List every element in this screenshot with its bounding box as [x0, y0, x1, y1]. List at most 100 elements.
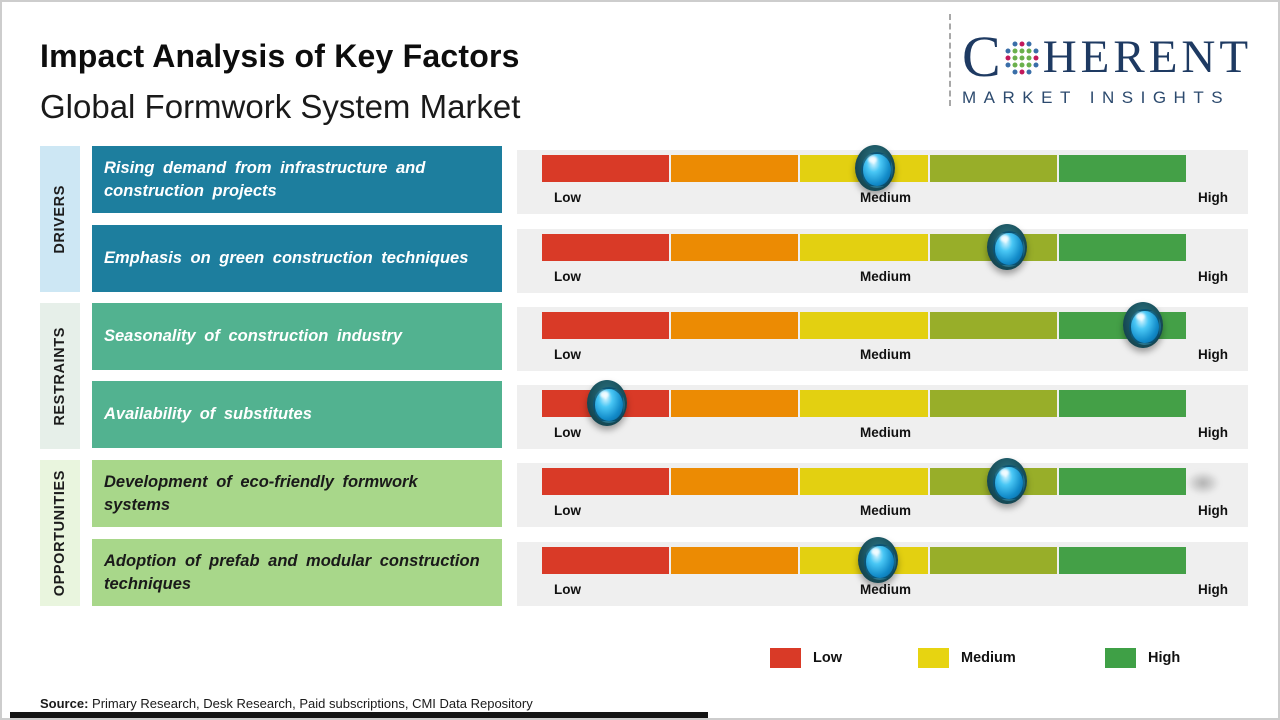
scale-label-medium: Medium: [860, 347, 912, 362]
company-logo: C HERENT MARKET INSIGHTS: [962, 28, 1262, 108]
factor-label: Emphasis on green construction technique…: [104, 249, 469, 267]
logo-letter-c: C: [962, 24, 1001, 89]
scale-label-high: High: [1198, 347, 1228, 362]
scale-label-low: Low: [554, 269, 581, 284]
impact-scale-panel: Low Medium High: [517, 224, 1248, 293]
scale-segment-low-mid: [671, 547, 799, 574]
impact-scale-panel: Low Medium High: [517, 145, 1248, 214]
scale-segment-low-mid: [671, 390, 799, 417]
scale-label-high: High: [1198, 190, 1228, 205]
impact-scale-bar: [542, 537, 1188, 583]
factor-label-box: Rising demand from infrastructure and co…: [92, 146, 502, 213]
logo-wordmark: C HERENT: [962, 28, 1262, 86]
scale-segment-low: [542, 312, 670, 339]
source-line: Source: Primary Research, Desk Research,…: [40, 696, 533, 711]
scale-segment-high: [1058, 390, 1187, 417]
category-drivers: DRIVERS: [40, 146, 80, 292]
category-label: RESTRAINTS: [52, 326, 68, 426]
scale-segment-medium: [800, 468, 928, 495]
impact-scale-bar: [542, 145, 1188, 191]
factor-label-box: Development of eco-friendly formwork sys…: [92, 460, 502, 527]
category-label: OPPORTUNITIES: [52, 469, 68, 597]
legend-swatch-low: [770, 648, 801, 668]
scale-segment-low: [542, 547, 670, 574]
factor-label-box: Emphasis on green construction technique…: [92, 225, 502, 292]
impact-scale-bar: [542, 458, 1220, 504]
factor-label: Seasonality of construction industry: [104, 327, 403, 345]
scale-segment-high: [1058, 547, 1187, 574]
legend-swatch-medium: [918, 648, 949, 668]
impact-marker: [857, 537, 898, 583]
logo-divider: [949, 14, 951, 106]
impact-scale-bar: [542, 380, 1188, 426]
legend-label: Medium: [961, 650, 1016, 666]
scale-label-medium: Medium: [860, 582, 912, 597]
legend-swatch-high: [1105, 648, 1136, 668]
impact-scale-panel: Low Medium High: [517, 302, 1248, 371]
impact-scale-panel: Low Medium High: [517, 380, 1248, 449]
globe-icon: [1005, 41, 1039, 75]
scale-segment-low-mid: [671, 312, 799, 339]
source-text: Primary Research, Desk Research, Paid su…: [88, 696, 533, 711]
legend-label: Low: [813, 650, 842, 666]
scale-segment-high: [1058, 468, 1187, 495]
source-prefix: Source:: [40, 696, 89, 711]
scale-label-low: Low: [554, 190, 581, 205]
scale-segment-low: [542, 234, 670, 261]
impact-marker: [987, 458, 1028, 504]
impact-marker: [586, 380, 627, 426]
scale-segment-high: [1058, 155, 1187, 182]
scale-segment-low-mid: [671, 468, 799, 495]
scale-segment-low-mid: [671, 155, 799, 182]
factor-label-box: Adoption of prefab and modular construct…: [92, 539, 502, 606]
scale-label-low: Low: [554, 503, 581, 518]
impact-marker: [1122, 302, 1163, 348]
page-subtitle: Global Formwork System Market: [40, 88, 521, 125]
scale-label-high: High: [1198, 425, 1228, 440]
scale-segment-low: [542, 468, 670, 495]
scale-segment-medium: [800, 234, 928, 261]
scale-label-low: Low: [554, 425, 581, 440]
scale-segment-medium: [800, 390, 928, 417]
impact-scale-bar: [542, 224, 1188, 270]
factor-label: Development of eco-friendly formwork sys…: [104, 472, 418, 514]
scale-label-high: High: [1198, 582, 1228, 597]
logo-tagline: MARKET INSIGHTS: [962, 88, 1231, 107]
scale-label-medium: Medium: [860, 503, 912, 518]
impact-scale-panel: Low Medium High: [517, 537, 1248, 606]
scale-segment-low-mid: [671, 234, 799, 261]
legend-item-low: Low: [770, 648, 842, 668]
category-restraints: RESTRAINTS: [40, 303, 80, 449]
category-opportunities: OPPORTUNITIES: [40, 460, 80, 606]
scale-label-medium: Medium: [860, 190, 912, 205]
factor-label: Adoption of prefab and modular construct…: [104, 551, 480, 593]
legend-item-high: High: [1105, 648, 1180, 668]
scale-segment-mid-high: [929, 390, 1057, 417]
scale-segment-high: [1058, 234, 1187, 261]
scale-label-low: Low: [554, 347, 581, 362]
legend-label: High: [1148, 650, 1181, 666]
scale-label-low: Low: [554, 582, 581, 597]
factor-label: Availability of substitutes: [104, 405, 312, 423]
impact-marker: [854, 145, 895, 191]
impact-scale-bar: [542, 302, 1188, 348]
footer-bar: [10, 712, 708, 718]
scale-segment-mid-high: [929, 547, 1057, 574]
scale-label-high: High: [1198, 269, 1228, 284]
scale-segment-medium: [800, 312, 928, 339]
scale-label-high: High: [1198, 503, 1228, 518]
scale-segment-mid-high: [929, 155, 1057, 182]
scale-segment-low: [542, 155, 670, 182]
bar-end-shadow: [1186, 471, 1220, 495]
scale-label-medium: Medium: [860, 269, 912, 284]
impact-scale-panel: Low Medium High: [517, 458, 1248, 527]
legend-item-medium: Medium: [918, 648, 1016, 668]
page-title: Impact Analysis of Key Factors: [40, 38, 520, 74]
factor-label: Rising demand from infrastructure and co…: [104, 158, 426, 200]
category-label: DRIVERS: [52, 184, 68, 254]
factor-label-box: Availability of substitutes: [92, 381, 502, 448]
scale-label-medium: Medium: [860, 425, 912, 440]
factor-label-box: Seasonality of construction industry: [92, 303, 502, 370]
logo-letters-rest: HERENT: [1042, 31, 1253, 83]
